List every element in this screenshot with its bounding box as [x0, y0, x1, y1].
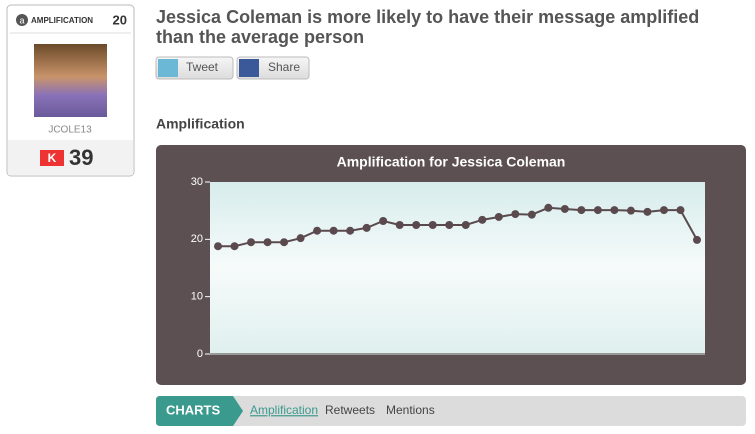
point — [230, 242, 239, 251]
tab-label-bg — [156, 396, 243, 426]
page-title: Jessica Coleman is more likely to have t… — [156, 7, 699, 27]
badge-label: AMPLIFICATION — [31, 16, 93, 25]
y-tick-label: 10 — [191, 291, 203, 303]
tab-link[interactable]: Amplification — [250, 403, 318, 417]
avatar — [34, 44, 107, 117]
badge-icon — [16, 14, 28, 26]
badge-icon-letter: a — [19, 15, 24, 25]
tab-label: CHARTS — [166, 402, 220, 417]
point — [544, 203, 553, 212]
point — [362, 223, 371, 232]
chart-title: Amplification for Jessica Coleman — [337, 154, 566, 170]
point — [428, 221, 437, 229]
point — [445, 221, 454, 229]
point — [263, 238, 272, 247]
point — [659, 206, 668, 215]
klout-score: 39 — [69, 145, 93, 170]
point — [527, 210, 536, 219]
point — [214, 242, 222, 251]
page-title: than the average person — [156, 27, 364, 47]
point — [643, 207, 652, 216]
klout-logo-letter: K — [48, 151, 57, 165]
point — [461, 221, 470, 229]
point — [247, 238, 256, 247]
username: JCOLE13 — [48, 125, 92, 136]
section-title: Amplification — [156, 116, 245, 132]
y-tick-label: 20 — [191, 233, 203, 245]
point — [626, 206, 635, 215]
point — [395, 221, 404, 229]
point — [494, 212, 503, 221]
point — [610, 206, 619, 215]
point — [676, 206, 685, 215]
y-tick-label: 30 — [191, 176, 203, 188]
point — [511, 210, 520, 219]
point — [329, 226, 338, 235]
badge-score: 20 — [113, 12, 127, 27]
point — [478, 215, 487, 224]
point — [280, 238, 289, 247]
point — [313, 226, 322, 235]
chart: 0 10 20 30 — [191, 176, 705, 360]
point — [346, 226, 355, 235]
tab-link[interactable]: Mentions — [386, 403, 435, 417]
tab-link[interactable]: Retweets — [325, 403, 375, 417]
share-label[interactable]: Share — [268, 60, 300, 74]
tab-bar — [156, 396, 746, 426]
point — [412, 221, 421, 229]
twitter-icon — [158, 59, 178, 77]
klout-logo — [40, 150, 64, 166]
point — [577, 206, 586, 215]
point — [296, 234, 305, 243]
score-box — [8, 140, 133, 175]
point — [693, 235, 701, 244]
point — [593, 206, 602, 215]
y-tick-label: 0 — [197, 348, 203, 360]
facebook-icon — [239, 59, 259, 77]
point — [560, 204, 569, 213]
tweet-label[interactable]: Tweet — [186, 60, 219, 74]
point — [379, 216, 388, 225]
